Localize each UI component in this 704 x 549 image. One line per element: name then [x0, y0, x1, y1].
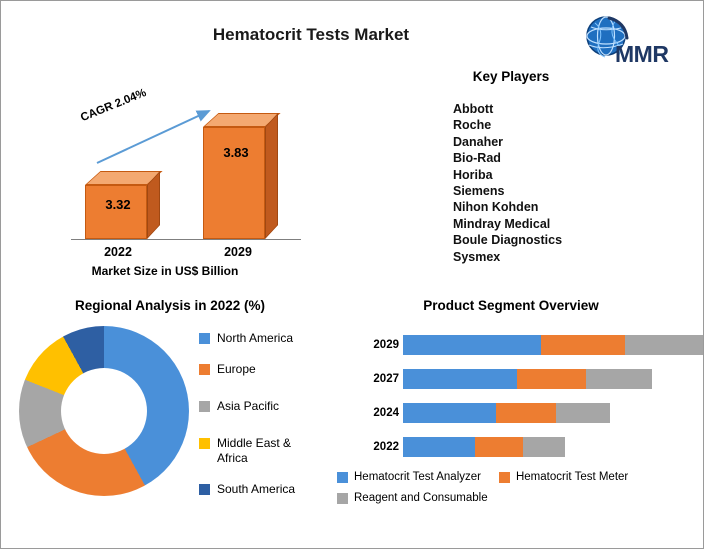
- list-item: Boule Diagnostics: [453, 233, 563, 248]
- legend-item: Middle East & Africa: [199, 436, 349, 466]
- legend-item: Hematocrit Test Meter: [498, 471, 629, 483]
- product-segment-title: Product Segment Overview: [423, 298, 599, 313]
- legend-label: Reagent and Consumable: [354, 492, 488, 504]
- seg-bar-2029: [403, 335, 703, 355]
- legend-swatch-reagent: [337, 492, 348, 504]
- legend-swatch-north-america: [199, 333, 210, 344]
- regional-legend: North America Europe Asia Pacific Middle…: [199, 331, 349, 513]
- list-item: Roche: [453, 118, 492, 133]
- bar-2029: [203, 113, 281, 239]
- regional-analysis-title: Regional Analysis in 2022 (%): [74, 298, 266, 313]
- legend-label: Europe: [217, 362, 256, 376]
- seg-bar-2024: [403, 403, 610, 423]
- list-item: Nihon Kohden: [453, 200, 539, 215]
- legend-label: Asia Pacific: [217, 399, 280, 413]
- legend-label: Hematocrit Test Analyzer: [354, 471, 481, 483]
- list-item: Bio-Rad: [453, 151, 501, 166]
- seg-bar-2022: [403, 437, 565, 457]
- legend-item: Hematocrit Test Analyzer: [337, 471, 481, 483]
- seg-category-2024: 2024: [373, 407, 399, 419]
- list-item: Siemens: [453, 184, 505, 199]
- list-item: Horiba: [453, 167, 493, 182]
- bar-category-2022: 2022: [104, 245, 132, 259]
- logo-text: MMR: [615, 41, 669, 67]
- seg-part-meter: [517, 369, 586, 389]
- page-title: Hematocrit Tests Market: [212, 25, 410, 44]
- legend-item: Reagent and Consumable: [337, 492, 697, 504]
- bar-axis-label: Market Size in US$ Billion: [91, 264, 239, 278]
- seg-part-meter: [541, 335, 625, 355]
- seg-category-2022: 2022: [373, 441, 399, 453]
- legend-swatch-middle-east-africa: [199, 438, 210, 449]
- legend-item: Europe: [199, 362, 349, 377]
- seg-part-meter: [496, 403, 556, 423]
- globe-icon: [585, 15, 631, 66]
- cagr-arrow-icon: [96, 110, 211, 164]
- seg-part-analyzer: [403, 437, 475, 457]
- seg-part-analyzer: [403, 369, 517, 389]
- seg-part-reagent: [625, 335, 703, 355]
- bar-category-2029: 2029: [224, 245, 252, 259]
- legend-label: Hematocrit Test Meter: [515, 471, 629, 483]
- seg-part-analyzer: [403, 403, 496, 423]
- seg-category-2029: 2029: [373, 339, 399, 351]
- legend-label: North America: [217, 331, 294, 345]
- product-segment-chart: 2029 2027 2024 2022: [359, 323, 703, 463]
- list-item: Abbott: [453, 102, 494, 116]
- legend-label: South America: [217, 482, 296, 496]
- legend-swatch-meter: [498, 471, 510, 483]
- donut-center-hole: [61, 368, 147, 454]
- list-item: Mindray Medical: [453, 216, 551, 231]
- bar-baseline: [71, 239, 301, 240]
- legend-label: Middle East & Africa: [217, 436, 292, 465]
- product-segment-legend: Hematocrit Test Analyzer Hematocrit Test…: [337, 471, 697, 513]
- market-size-bar-chart: 3.83 3.32 2022 2029: [61, 87, 361, 287]
- list-item: Sysmex: [453, 249, 501, 264]
- bar-value-2029: 3.83: [223, 145, 249, 160]
- legend-swatch-analyzer: [337, 471, 348, 483]
- legend-swatch-asia-pacific: [199, 401, 210, 412]
- key-players-list: Abbott Roche Danaher Bio-Rad Horiba Siem…: [453, 101, 562, 265]
- seg-bar-2027: [403, 369, 652, 389]
- seg-part-meter: [475, 437, 523, 457]
- legend-item: South America: [199, 482, 349, 497]
- seg-part-analyzer: [403, 335, 541, 355]
- bar-front-face: [203, 127, 265, 239]
- seg-part-reagent: [523, 437, 565, 457]
- bar-value-2022: 3.32: [105, 197, 131, 212]
- seg-category-2027: 2027: [373, 373, 399, 385]
- bar-side-face: [265, 113, 278, 239]
- legend-swatch-europe: [199, 364, 210, 375]
- seg-part-reagent: [556, 403, 610, 423]
- bar-front-face: [85, 185, 147, 239]
- legend-swatch-south-america: [199, 484, 210, 495]
- company-logo: MMR: [579, 15, 689, 71]
- list-item: Danaher: [453, 134, 504, 149]
- seg-part-reagent: [586, 369, 652, 389]
- legend-item: Asia Pacific: [199, 399, 349, 414]
- bar-2022: [85, 171, 163, 239]
- key-players-title: Key Players: [472, 69, 550, 84]
- legend-item: North America: [199, 331, 349, 346]
